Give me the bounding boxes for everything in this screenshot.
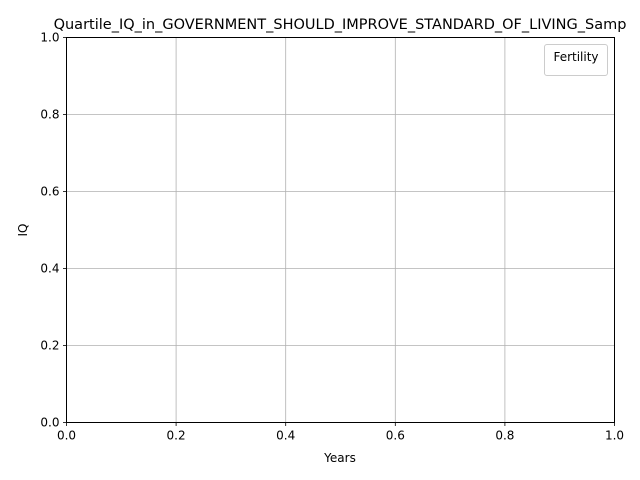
grid: [66, 37, 615, 423]
legend-box: [544, 44, 608, 76]
x-tick-label: 0.8: [495, 429, 514, 443]
y-axis-ticks: 0.0 0.2 0.4 0.6 0.8 1.0: [40, 31, 67, 430]
x-tick-label: 0.6: [386, 429, 405, 443]
legend: Fertility: [544, 44, 608, 76]
legend-title: Fertility: [553, 50, 598, 64]
chart-title: Quartile_IQ_in_GOVERNMENT_SHOULD_IMPROVE…: [54, 17, 627, 33]
y-tick-label: 0.2: [40, 339, 59, 353]
x-axis-label: Years: [323, 451, 356, 465]
x-tick-label: 0.4: [276, 429, 295, 443]
y-tick-label: 1.0: [40, 31, 59, 45]
y-tick-label: 0.8: [40, 108, 59, 122]
y-tick-label: 0.6: [40, 185, 59, 199]
plot-area-frame: [66, 37, 615, 423]
y-axis-label: IQ: [16, 224, 30, 237]
y-tick-label: 0.4: [40, 262, 59, 276]
x-tick-label: 0.0: [57, 429, 76, 443]
x-tick-label: 1.0: [605, 429, 624, 443]
x-tick-label: 0.2: [167, 429, 186, 443]
y-tick-label: 0.0: [40, 416, 59, 430]
x-axis-ticks: 0.0 0.2 0.4 0.6 0.8 1.0: [57, 422, 624, 443]
